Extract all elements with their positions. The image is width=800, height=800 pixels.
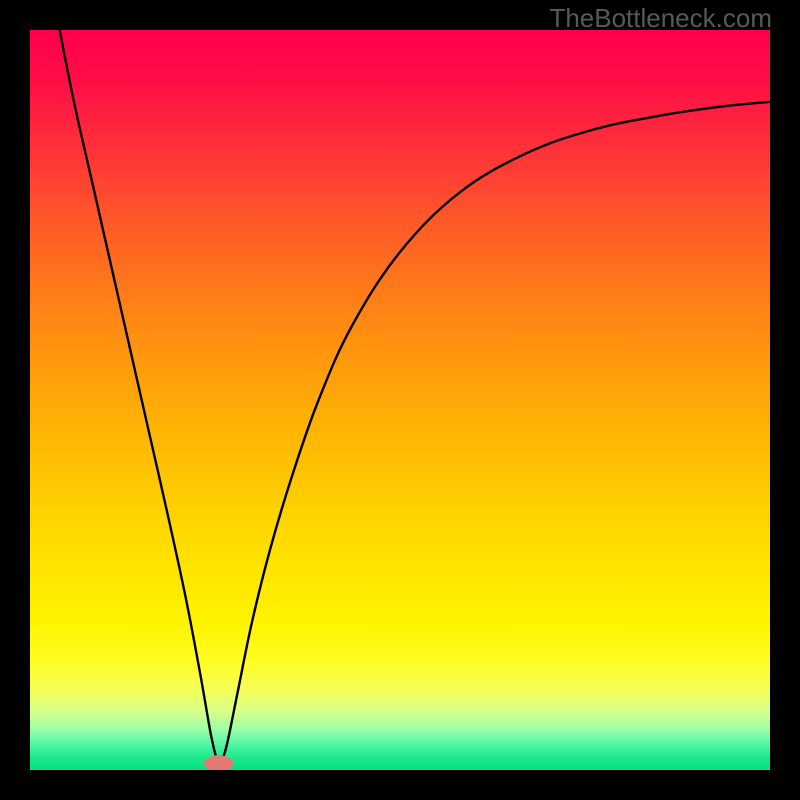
- watermark-text: TheBottleneck.com: [549, 3, 772, 34]
- plot-area: [30, 30, 770, 770]
- gradient-background: [30, 30, 770, 770]
